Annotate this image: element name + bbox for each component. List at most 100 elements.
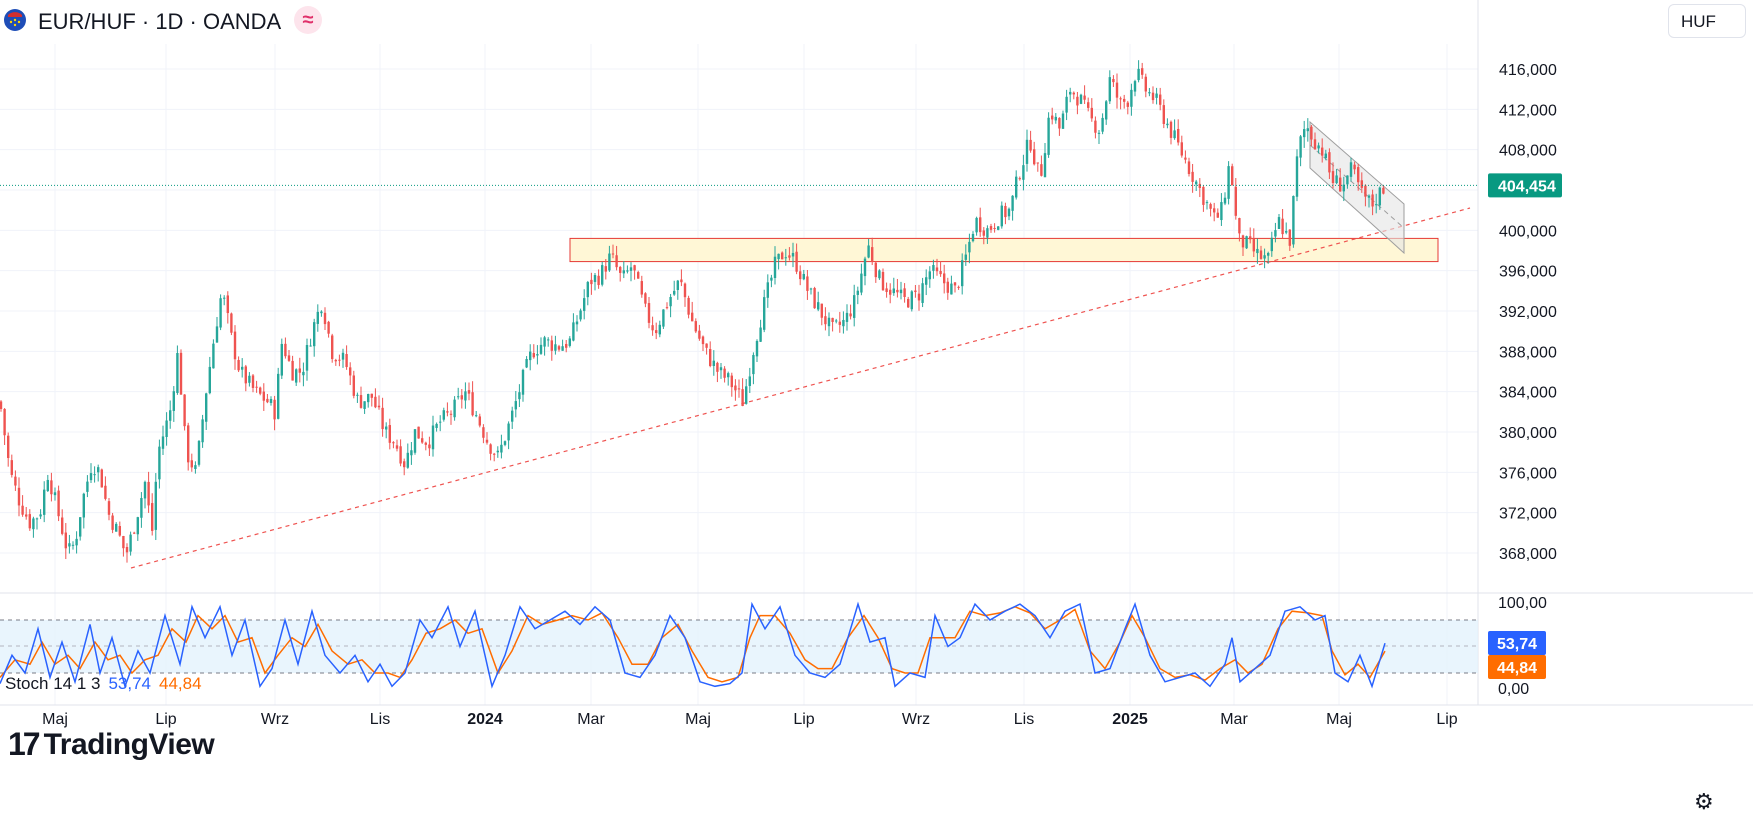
candle-body (1130, 89, 1133, 107)
candle-body (1029, 139, 1032, 151)
candle-body (917, 293, 921, 301)
candle-body (482, 427, 485, 438)
stoch-legend[interactable]: Stoch 14 1 3 53,74 44,84 (5, 674, 202, 694)
stoch-axis-0: 0,00 (1498, 681, 1529, 698)
candle-body (554, 344, 557, 351)
candle-body (3, 408, 6, 436)
candle-body (1292, 195, 1295, 245)
candle-body (1090, 107, 1093, 119)
candle-body (712, 360, 715, 367)
candle-body (680, 279, 683, 283)
candle-body (331, 335, 334, 360)
candle-body (860, 273, 863, 293)
candle-body (907, 298, 910, 308)
candle-body (1173, 130, 1176, 139)
candle-body (439, 421, 442, 423)
candle-body (1295, 156, 1299, 197)
candle-body (136, 517, 139, 535)
candle-body (1151, 92, 1155, 101)
tradingview-logo[interactable]: 17 TradingView (8, 726, 215, 763)
candle-body (813, 288, 816, 309)
candle-body (593, 275, 597, 282)
candle-body (154, 481, 157, 530)
candle-body (590, 279, 593, 285)
candle-body (309, 345, 312, 347)
wave-icon[interactable]: ≈ (294, 6, 322, 34)
candle-body (1198, 183, 1201, 189)
candle-body (1346, 175, 1349, 185)
candle-body (1177, 128, 1180, 143)
candle-body (1274, 230, 1277, 237)
candle-body (1184, 157, 1187, 160)
candle-body (1018, 178, 1021, 180)
candle-body (1004, 205, 1007, 218)
candle-body (842, 319, 845, 327)
x-tick-label: Mar (1220, 711, 1248, 728)
candle-body (665, 307, 669, 309)
candle-body (1126, 102, 1129, 107)
candle-body (1159, 94, 1162, 105)
candle-body (1371, 194, 1374, 207)
candle-body (399, 446, 402, 464)
candle-body (1227, 166, 1230, 199)
candle-body (914, 290, 917, 293)
candle-body (215, 326, 219, 343)
candle-body (579, 310, 582, 320)
support-zone (569, 237, 1439, 263)
candle-body (352, 375, 355, 396)
candle-body (503, 441, 507, 445)
candle-body (406, 452, 409, 468)
candle-body (413, 429, 417, 453)
x-tick-label: Maj (42, 711, 68, 728)
candle-body (1378, 187, 1381, 206)
candle-body (71, 544, 75, 546)
candle-body (89, 473, 93, 481)
candle-body (39, 514, 42, 517)
candle-body (32, 518, 35, 530)
symbol-title[interactable]: EUR/HUF · 1D · OANDA (38, 9, 282, 34)
candle-body (259, 387, 262, 394)
stoch-k-value: 53,74 (108, 674, 152, 693)
x-tick-label: Wrz (902, 711, 930, 728)
candle-body (428, 444, 431, 449)
candle-body (820, 303, 823, 318)
candle-body (730, 375, 733, 388)
candle-body (817, 302, 820, 310)
candle-body (7, 435, 10, 459)
candle-body (1205, 202, 1209, 204)
candle-body (1238, 218, 1241, 234)
candle-body (889, 289, 892, 295)
currency-button[interactable]: HUF (1668, 4, 1746, 38)
candle-body (183, 394, 186, 427)
candle-body (701, 336, 705, 345)
candle-body (1270, 237, 1273, 252)
candle-body (827, 317, 831, 327)
candle-body (298, 368, 301, 373)
candle-body (1357, 167, 1360, 183)
candle-body (370, 393, 373, 398)
candle-body (727, 373, 730, 378)
candle-body (1234, 186, 1237, 216)
candle-body (46, 479, 49, 492)
candle-body (532, 353, 535, 358)
candle-body (1054, 116, 1057, 121)
candle-body (453, 399, 456, 418)
candle-body (1375, 204, 1378, 206)
candle-body (35, 518, 39, 520)
candle-body (61, 517, 64, 534)
candle-body (622, 270, 625, 274)
candle-body (799, 271, 802, 280)
candle-body (809, 288, 813, 290)
candle-body (755, 340, 759, 357)
candle-body (946, 281, 949, 293)
candle-body (385, 426, 388, 430)
candle-body (496, 450, 499, 453)
candle-body (964, 254, 967, 260)
candle-body (1047, 117, 1050, 155)
gear-icon[interactable]: ⚙ (1694, 789, 1714, 814)
candle-body (1079, 94, 1083, 104)
candle-body (1191, 171, 1194, 182)
candle-body (219, 298, 222, 328)
candle-body (151, 503, 154, 531)
